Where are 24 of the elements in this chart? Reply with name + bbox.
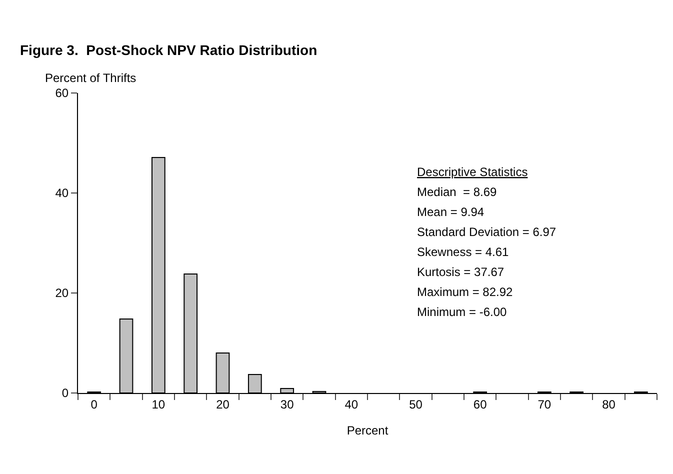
y-tick-label: 60 <box>55 86 69 100</box>
annotation: Maximum = 82.92 <box>417 285 514 299</box>
x-tick-label: 60 <box>473 397 488 412</box>
x-tick-label: 40 <box>344 397 358 412</box>
y-tick-label: 20 <box>55 286 69 300</box>
x-tick-label: 50 <box>409 397 423 412</box>
annotation: Descriptive Statistics <box>417 165 528 179</box>
chart-title: Figure 3. Post-Shock NPV Ratio Distribution <box>20 42 318 58</box>
x-tick-label: 10 <box>152 397 166 412</box>
annotation: Mean = 9.94 <box>417 205 484 219</box>
x-tick-label: 70 <box>538 397 552 412</box>
x-tick-label: 20 <box>216 397 230 412</box>
x-axis-title: Percent <box>346 423 389 438</box>
annotation: Minimum = -6.00 <box>417 305 508 319</box>
annotation: Kurtosis = 37.67 <box>417 265 504 279</box>
y-axis-title: Percent of Thrifts <box>45 71 136 85</box>
annotation: Skewness = 4.61 <box>417 245 510 259</box>
x-tick-label: 0 <box>90 397 98 412</box>
y-tick-label: 40 <box>55 186 69 200</box>
x-tick-label: 80 <box>602 397 616 412</box>
annotation: Standard Deviation = 6.97 <box>417 225 556 239</box>
y-tick-label: 0 <box>62 386 69 400</box>
annotation: Median = 8.69 <box>417 185 498 199</box>
x-tick-label: 30 <box>280 397 294 412</box>
